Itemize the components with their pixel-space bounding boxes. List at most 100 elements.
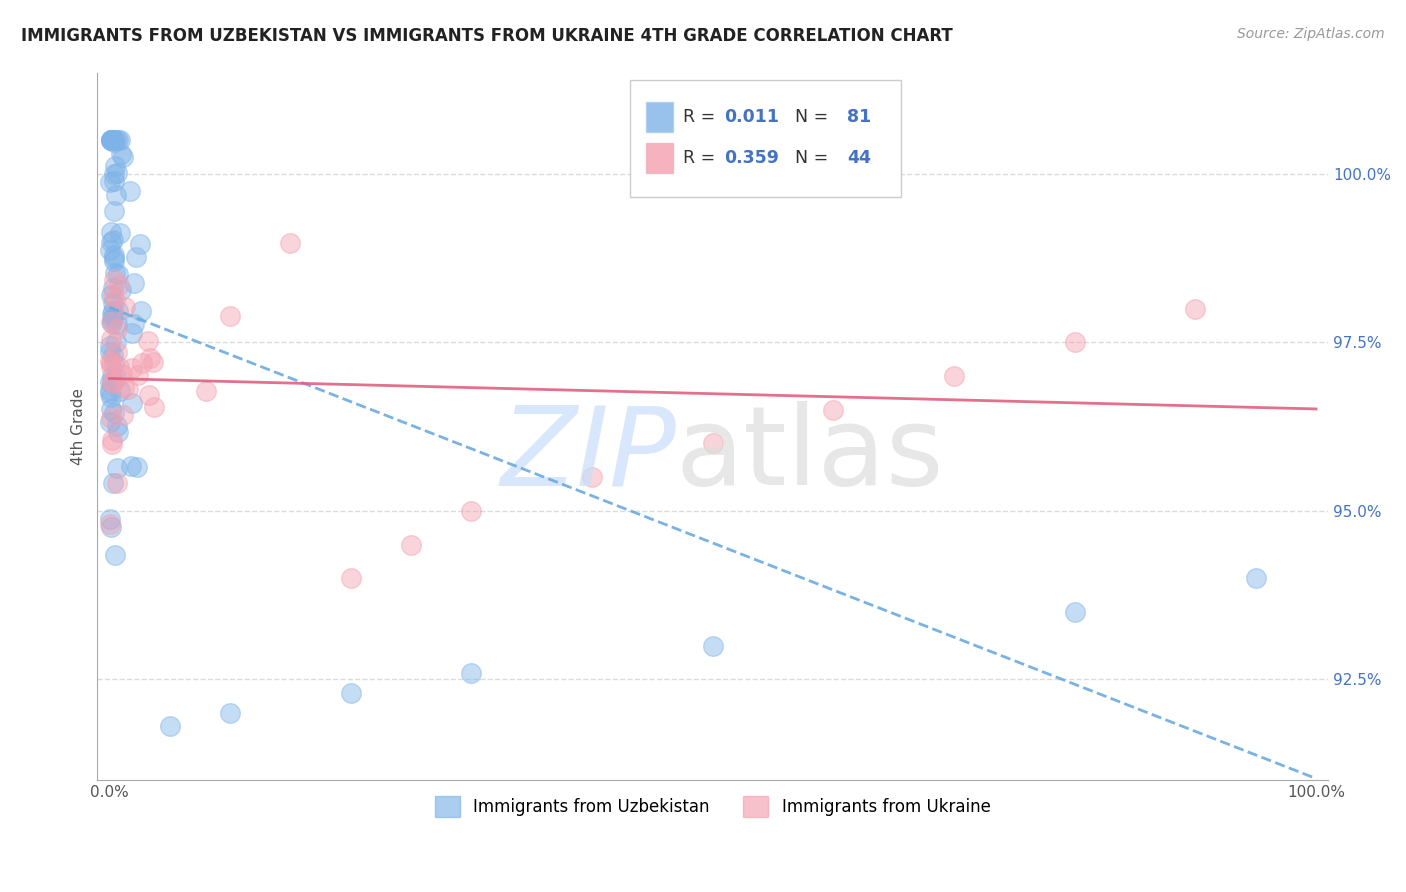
FancyBboxPatch shape <box>630 80 901 197</box>
Point <box>125 460 148 475</box>
FancyBboxPatch shape <box>647 102 673 132</box>
Point <box>104 159 127 173</box>
Point <box>1184 301 1206 316</box>
Point <box>823 402 845 417</box>
Point <box>101 376 124 391</box>
Point <box>107 268 129 282</box>
Point <box>101 310 124 325</box>
Point <box>943 369 966 384</box>
Point <box>131 356 153 370</box>
Point <box>136 334 159 349</box>
Point <box>104 133 127 147</box>
Point <box>100 133 122 147</box>
Point <box>100 402 122 417</box>
Point <box>339 571 361 585</box>
Point <box>108 277 131 292</box>
Point <box>280 236 302 251</box>
Point <box>103 203 125 218</box>
Text: N =: N = <box>785 108 834 126</box>
Point <box>159 719 181 733</box>
Point <box>117 382 139 396</box>
Point <box>98 384 121 398</box>
Text: IMMIGRANTS FROM UZBEKISTAN VS IMMIGRANTS FROM UKRAINE 4TH GRADE CORRELATION CHAR: IMMIGRANTS FROM UZBEKISTAN VS IMMIGRANTS… <box>21 27 953 45</box>
Point <box>101 317 124 331</box>
Point <box>339 686 361 700</box>
Text: R =: R = <box>683 149 721 167</box>
Text: 0.359: 0.359 <box>724 149 779 167</box>
Point <box>1063 335 1085 350</box>
Point <box>100 225 122 239</box>
Point <box>101 233 124 247</box>
Point <box>101 369 124 384</box>
Point <box>111 409 134 423</box>
Point <box>219 706 242 720</box>
Point <box>103 406 125 420</box>
Point <box>100 133 122 147</box>
Point <box>100 356 122 370</box>
Point <box>98 354 121 368</box>
Point <box>104 293 127 307</box>
Point <box>120 184 142 198</box>
Text: atlas: atlas <box>676 401 945 508</box>
Point <box>103 174 125 188</box>
Point <box>114 301 136 315</box>
Point <box>702 436 724 450</box>
Point <box>108 359 131 374</box>
Point <box>131 304 153 318</box>
Point <box>103 167 125 181</box>
Point <box>105 335 128 350</box>
Point <box>581 470 603 484</box>
Point <box>110 283 132 297</box>
Point <box>103 251 125 265</box>
Point <box>100 243 122 257</box>
Point <box>121 396 143 410</box>
Point <box>101 281 124 295</box>
Point <box>105 475 128 490</box>
Point <box>101 348 124 362</box>
Point <box>103 304 125 318</box>
Point <box>98 176 121 190</box>
Point <box>98 416 121 430</box>
Point <box>101 436 124 450</box>
Point <box>105 166 128 180</box>
Point <box>101 476 124 491</box>
Point <box>103 273 125 287</box>
Point <box>108 384 131 398</box>
Point <box>107 133 129 147</box>
Point <box>98 512 121 526</box>
Point <box>460 665 482 680</box>
Point <box>103 356 125 370</box>
Point <box>103 254 125 268</box>
Point <box>100 520 122 534</box>
Point <box>100 360 122 375</box>
Text: Source: ZipAtlas.com: Source: ZipAtlas.com <box>1237 27 1385 41</box>
Point <box>100 133 122 147</box>
Point <box>111 150 134 164</box>
Point <box>101 433 124 447</box>
Legend: Immigrants from Uzbekistan, Immigrants from Ukraine: Immigrants from Uzbekistan, Immigrants f… <box>427 788 998 825</box>
Point <box>98 339 121 353</box>
Point <box>103 133 125 147</box>
Point <box>121 326 143 340</box>
Text: R =: R = <box>683 108 721 126</box>
Point <box>98 375 121 389</box>
Point <box>100 307 122 321</box>
Point <box>98 385 121 400</box>
Point <box>103 133 125 147</box>
Point <box>105 188 128 202</box>
Point <box>111 368 134 382</box>
Text: 44: 44 <box>846 149 870 167</box>
Point <box>127 368 149 383</box>
Y-axis label: 4th Grade: 4th Grade <box>72 388 86 465</box>
Point <box>129 237 152 252</box>
Point <box>702 639 724 653</box>
Text: N =: N = <box>785 149 834 167</box>
Point <box>112 380 135 394</box>
Point <box>100 133 122 147</box>
Point <box>105 317 128 331</box>
Point <box>103 288 125 302</box>
Point <box>100 315 122 329</box>
Text: 81: 81 <box>846 108 872 126</box>
Point <box>100 287 122 301</box>
Point <box>219 310 242 324</box>
